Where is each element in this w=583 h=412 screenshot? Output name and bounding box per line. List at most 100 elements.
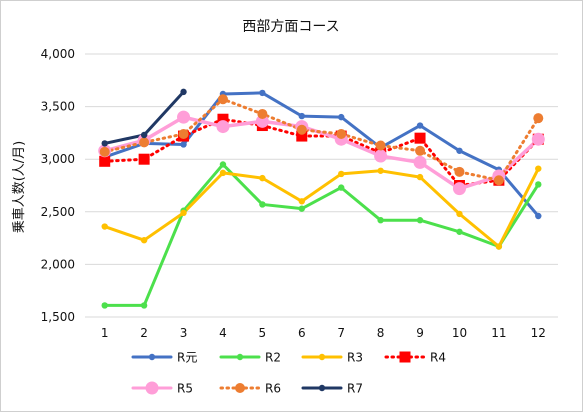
data-point-R5	[177, 110, 191, 124]
data-point-R6	[454, 166, 465, 177]
data-point-R元	[259, 89, 266, 97]
legend-swatch-marker	[399, 351, 411, 363]
data-point-R2	[259, 201, 266, 208]
data-point-R2	[219, 161, 227, 168]
data-point-R4	[414, 132, 426, 144]
data-point-R6	[257, 108, 268, 119]
x-tick-labels: 1 2 3 4 5 6 7 8 9 10 11 12	[101, 326, 546, 340]
x-tick-label: 7	[337, 326, 345, 340]
data-point-R6	[336, 128, 347, 139]
legend-label: R元	[177, 351, 197, 365]
data-point-R5	[255, 114, 269, 128]
series-line-R6	[103, 97, 540, 182]
x-tick-label: 1	[101, 326, 109, 340]
legend-swatch-marker	[145, 381, 159, 395]
data-point-R6	[178, 128, 189, 139]
data-point-R6	[533, 113, 544, 124]
y-tick-label: 1,500	[41, 310, 75, 324]
data-point-R5	[374, 149, 388, 163]
data-point-R3	[338, 170, 345, 178]
data-point-R2	[140, 302, 148, 309]
x-tick-label: 12	[531, 326, 546, 340]
data-point-R3	[259, 174, 266, 182]
data-point-R2	[535, 181, 542, 188]
x-tick-label: 3	[180, 326, 188, 340]
y-tick-label: 2,000	[41, 257, 75, 271]
gridlines	[85, 53, 558, 318]
series-line-R5	[102, 115, 541, 191]
series-line-R3	[103, 167, 540, 249]
legend-label: R6	[265, 382, 281, 396]
legend-swatch-marker	[235, 383, 245, 393]
data-point-R3	[180, 209, 187, 217]
y-tick-labels: 1,500 2,000 2,500 3,000 3,500 4,000	[41, 47, 75, 324]
data-point-R6	[493, 175, 504, 186]
x-tick-label: 10	[452, 326, 467, 340]
x-tick-label: 2	[140, 326, 148, 340]
data-point-R6	[139, 137, 150, 148]
data-point-R4	[217, 113, 229, 125]
y-axis-label: 乗車人数(人/月)	[12, 141, 27, 234]
data-point-R5	[452, 182, 466, 196]
data-point-R6	[99, 146, 110, 157]
x-tick-label: 5	[259, 326, 267, 340]
data-point-R3	[140, 237, 148, 244]
data-point-R2	[416, 217, 424, 224]
data-point-R2	[338, 184, 345, 191]
x-tick-label: 4	[219, 326, 227, 340]
data-point-R元	[535, 212, 542, 220]
legend-swatch-marker	[236, 353, 244, 361]
legend-label: R5	[177, 382, 193, 396]
legend-label: R2	[265, 351, 281, 365]
legend-item-R4: R4	[384, 351, 446, 365]
data-point-R2	[456, 228, 463, 235]
legend-item-R7: R7	[301, 382, 363, 396]
legend-item-R6: R6	[219, 382, 281, 396]
data-point-R3	[495, 243, 503, 250]
legend: R元 R2 R3 R4 R5 R6 R7	[131, 351, 446, 396]
data-point-R7	[101, 140, 108, 147]
series-markers	[98, 88, 545, 309]
legend-label: R3	[347, 351, 363, 365]
data-point-R6	[217, 94, 228, 105]
data-point-R5	[413, 155, 427, 169]
data-point-R5	[216, 120, 230, 134]
legend-swatch-marker	[318, 384, 326, 392]
x-tick-label: 6	[298, 326, 306, 340]
legend-label: R4	[430, 351, 446, 365]
data-point-R元	[416, 122, 424, 129]
data-point-R6	[296, 124, 307, 135]
data-point-R2	[298, 205, 305, 212]
data-point-R元	[298, 112, 305, 120]
data-point-R7	[180, 88, 187, 96]
data-point-R3	[219, 169, 227, 177]
data-point-R4	[296, 130, 308, 142]
y-tick-label: 4,000	[41, 47, 75, 61]
chart-title: 西部方面コース	[242, 19, 339, 35]
legend-swatch-marker	[148, 353, 156, 361]
data-point-R6	[375, 140, 386, 151]
legend-item-R3: R3	[301, 351, 363, 365]
x-tick-label: 9	[416, 326, 424, 340]
legend-label: R7	[347, 382, 363, 396]
y-tick-label: 2,500	[41, 205, 75, 219]
data-point-R3	[377, 167, 384, 174]
legend-item-R元: R元	[131, 351, 197, 365]
data-point-R元	[180, 141, 187, 148]
legend-item-R5: R5	[131, 381, 193, 396]
series-lines	[102, 90, 541, 307]
x-tick-label: 11	[491, 326, 506, 340]
data-point-R3	[101, 223, 108, 230]
data-point-R5	[531, 132, 545, 146]
data-point-R3	[456, 210, 463, 218]
y-tick-label: 3,500	[41, 100, 75, 114]
data-point-R2	[101, 302, 108, 309]
data-point-R3	[298, 198, 305, 205]
data-point-R6	[415, 145, 426, 156]
data-point-R3	[416, 173, 424, 181]
data-point-R2	[377, 217, 384, 224]
x-tick-label: 8	[377, 326, 385, 340]
y-tick-label: 3,000	[41, 152, 75, 166]
